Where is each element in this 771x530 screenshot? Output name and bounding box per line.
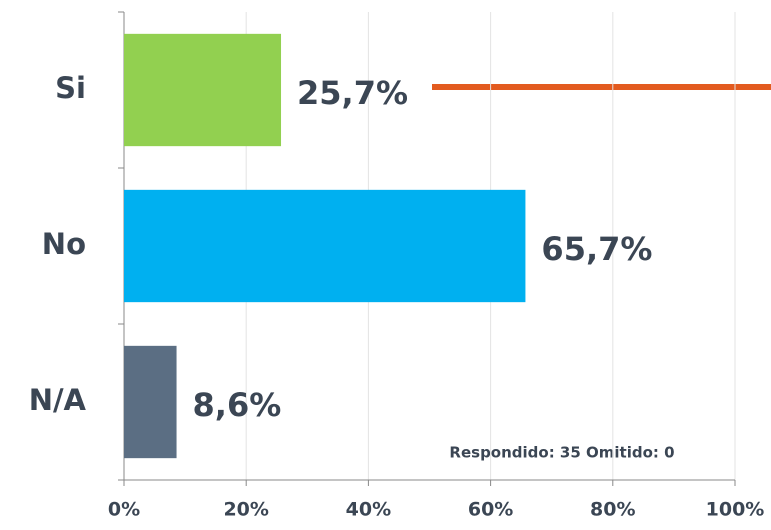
x-tick-label: 60%: [468, 499, 513, 521]
bar: [124, 345, 177, 459]
x-tick-label: 80%: [590, 499, 635, 521]
value-label: 8,6%: [193, 386, 282, 424]
x-tick-label: 20%: [223, 499, 268, 521]
bar: [124, 189, 526, 303]
y-tick-label: N/A: [29, 383, 87, 417]
y-tick-label: No: [42, 227, 86, 261]
x-tick-label: 0%: [108, 499, 140, 521]
annotation: Respondido: 35 Omitido: 0: [449, 444, 674, 462]
value-label: 65,7%: [541, 230, 652, 268]
value-label: 25,7%: [297, 74, 408, 112]
x-tick-label: 100%: [706, 499, 765, 521]
y-tick-label: Si: [55, 71, 86, 105]
bar: [124, 33, 282, 147]
x-tick-label: 40%: [346, 499, 391, 521]
